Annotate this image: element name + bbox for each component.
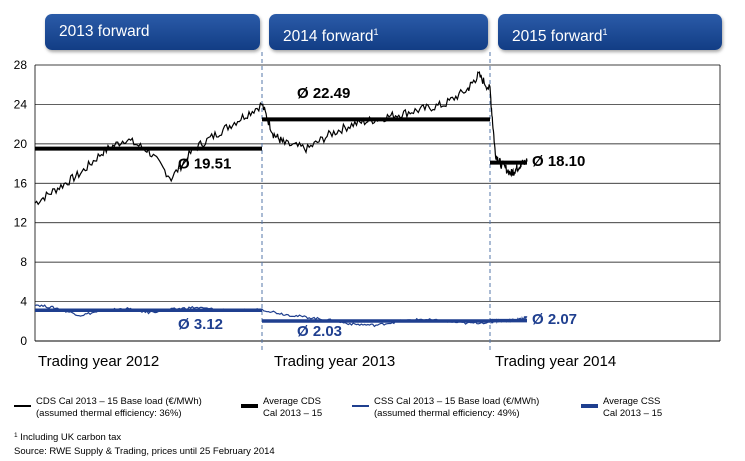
legend-text: Average CDS	[263, 396, 321, 407]
spread-chart: 0 4 8 12 16 20 24 28 Trading year 2012 Trading ye…	[14, 52, 721, 370]
header-footnote-mark: 1	[602, 27, 608, 37]
header-label: 2014 forward	[283, 28, 374, 45]
legend-text: (assumed thermal efficiency: 49%)	[374, 408, 520, 419]
css-average-label: Ø 2.07	[532, 311, 577, 328]
header-label: 2013 forward	[59, 23, 150, 40]
header-label: 2015 forward	[512, 28, 603, 45]
y-tick-label: 16	[14, 176, 28, 190]
css-average-label: Ø 2.03	[297, 323, 342, 340]
header-2013-forward: 2013 forward	[45, 14, 260, 50]
y-tick-label: 28	[14, 58, 28, 72]
period-label: Trading year 2012	[38, 353, 159, 370]
chart-labels: 0 4 8 12 16 20 24 28 Trading year 2012 Trading ye…	[14, 58, 617, 370]
legend-text: Cal 2013 – 15	[263, 408, 323, 419]
header-2014-forward: 2014 forward1	[269, 14, 488, 50]
cds-average-label: Ø 22.49	[297, 85, 350, 102]
y-tick-label: 8	[20, 255, 27, 269]
grid	[34, 52, 721, 353]
y-tick-label: 24	[14, 97, 28, 111]
legend-text: CDS Cal 2013 – 15 Base load (€/MWh)	[36, 396, 202, 407]
average-lines	[35, 117, 527, 323]
legend-text: CSS Cal 2013 – 15 Base load (€/MWh)	[374, 396, 540, 407]
legend-swatch-cds-average	[241, 404, 258, 408]
cds-average-label: Ø 18.10	[532, 153, 585, 170]
y-tick-label: 4	[20, 295, 27, 309]
period-label: Trading year 2013	[274, 353, 395, 370]
period-label: Trading year 2014	[495, 353, 616, 370]
footnote-text: Including UK carbon tax	[17, 432, 122, 443]
cds-average-label: Ø 19.51	[178, 156, 231, 173]
css-average-label: Ø 3.12	[178, 316, 223, 333]
cds-series-line	[34, 71, 528, 206]
legend-text: Average CSS	[603, 396, 661, 407]
source-note: Source: RWE Supply & Trading, prices unt…	[14, 446, 275, 457]
footnote-mark: 1	[14, 432, 18, 439]
header-footnote-mark: 1	[373, 27, 379, 37]
footnote: 1 Including UK carbon tax	[14, 432, 121, 443]
header-2015-forward: 2015 forward1	[498, 14, 722, 50]
css-series-line	[34, 304, 528, 328]
legend-swatch-cds	[14, 405, 31, 407]
legend-swatch-css-average	[581, 404, 598, 408]
legend-swatch-css	[352, 405, 369, 407]
legend-text: Cal 2013 – 15	[603, 408, 663, 419]
series-lines	[34, 71, 528, 328]
y-tick-label: 12	[14, 216, 28, 230]
legend-text: (assumed thermal efficiency: 36%)	[36, 408, 182, 419]
y-tick-label: 20	[14, 137, 28, 151]
y-tick-label: 0	[20, 334, 27, 348]
